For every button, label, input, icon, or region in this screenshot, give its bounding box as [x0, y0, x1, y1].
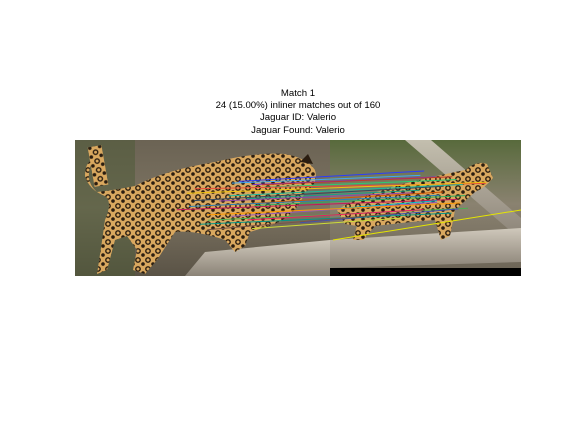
match-line [176, 198, 458, 211]
match-line [238, 170, 425, 182]
match-line [193, 185, 444, 202]
inlier-match-lines [176, 170, 521, 241]
match-line [206, 202, 460, 216]
figure-title: Match 1 24 (15.00%) inliner matches out … [0, 88, 576, 137]
title-jaguar-id: Jaguar ID: Valerio [259, 112, 337, 124]
match-line [200, 212, 452, 225]
match-line [332, 209, 521, 241]
left-jaguar-photo [75, 140, 330, 276]
match-line [251, 217, 403, 230]
match-figure [75, 140, 521, 276]
match-line [247, 209, 424, 221]
title-inlier-summary: 24 (15.00%) inliner matches out of 160 [215, 100, 381, 112]
match-line [231, 174, 421, 184]
match-line [186, 181, 487, 194]
match-line [261, 176, 453, 186]
match-line [228, 184, 463, 197]
title-match-number: Match 1 [280, 88, 316, 99]
match-line [207, 213, 397, 231]
title-jaguar-found: Jaguar Found: Valerio [251, 124, 345, 136]
match-line [254, 195, 466, 206]
match-line [264, 179, 457, 188]
match-line [219, 192, 413, 202]
match-line [246, 189, 420, 200]
match-figure-svg [75, 140, 521, 276]
match-line [188, 194, 440, 207]
